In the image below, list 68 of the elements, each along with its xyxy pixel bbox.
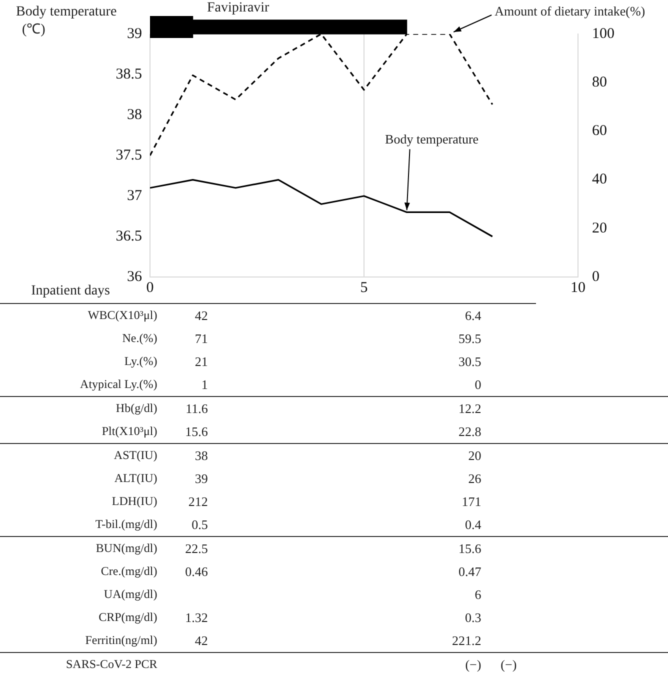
y2-tick-label: 20 (592, 220, 607, 236)
text: (−) (500, 656, 517, 672)
category-label: SARS-CoV-2 PCR (66, 657, 158, 671)
x-tick-label: 10 (570, 280, 586, 296)
y-tick-label: 38 (127, 106, 142, 123)
text: 12.2 (458, 400, 482, 416)
text: 0.3 (464, 610, 482, 624)
text: 22.8 (458, 424, 482, 438)
text: 42 (194, 632, 208, 648)
category-label: Ferritin(ng/ml) (85, 633, 158, 647)
text: 11.6 (186, 400, 208, 416)
y2-tick-label: 100 (592, 26, 614, 42)
text: 6 (474, 586, 482, 602)
category-label: Ne.(%) (122, 331, 158, 345)
x-axis-title: Inpatient days (31, 284, 110, 299)
text: 221.2 (452, 632, 482, 648)
text: 30.5 (458, 354, 482, 368)
y-tick-label: 36 (127, 268, 142, 285)
y2-tick-label: 0 (592, 268, 600, 285)
annotation: Favipiravir (207, 0, 270, 16)
text: 26 (468, 470, 482, 486)
text: 39 (194, 470, 208, 486)
x-tick-label: 5 (360, 280, 368, 296)
category-label: Ly.(%) (124, 354, 158, 368)
y2-tick-label: 40 (592, 172, 607, 188)
y2-tick-label: 60 (592, 123, 607, 140)
text: 22.5 (185, 540, 208, 556)
text: 171 (462, 494, 482, 508)
text: Amount of dietary intake(%) (494, 3, 646, 18)
category-label: AST(IU) (114, 448, 158, 462)
category-label: UA(mg/dl) (104, 587, 158, 601)
category-label: LDH(IU) (112, 494, 158, 508)
category-label: CRP(mg/dl) (98, 610, 158, 624)
category-label: Cre.(mg/dl) (100, 564, 158, 578)
text: 59.5 (458, 330, 482, 346)
text: 20 (468, 448, 482, 462)
text: 0 (474, 376, 482, 392)
text: 1 (201, 376, 208, 392)
category-label: Hb(g/dl) (116, 401, 158, 415)
y-tick-label: 39 (127, 26, 142, 42)
x-tick-label: 0 (146, 280, 154, 296)
y-tick-label: 37.5 (116, 147, 142, 164)
category-label: WBC(X10³μl) (88, 308, 158, 322)
text: 15.6 (458, 540, 482, 556)
text: Body temperature (385, 132, 479, 147)
y-tick-label: 37 (127, 188, 142, 204)
text: 21 (194, 354, 208, 368)
text: 71 (194, 330, 208, 346)
text: (−) (465, 656, 482, 672)
text: 15.6 (185, 424, 208, 438)
category-label: T-bil.(mg/dl) (95, 517, 158, 531)
text: 6.4 (464, 308, 482, 322)
y-tick-label: 36.5 (116, 228, 142, 244)
text: 1.32 (185, 610, 208, 624)
y-tick-label: 38.5 (116, 66, 142, 82)
category-label: Atypical Ly.(%) (80, 377, 158, 391)
category-label: ALT(IU) (114, 471, 158, 485)
text: 42 (194, 308, 208, 322)
y2-tick-label: 80 (592, 74, 607, 91)
text: 0.46 (185, 564, 208, 578)
text: 212 (188, 494, 208, 508)
text: 0.5 (192, 516, 208, 532)
category-label: Plt(X10³μl) (102, 424, 158, 438)
text: 0.4 (464, 516, 482, 532)
category-label: BUN(mg/dl) (96, 541, 158, 555)
y-axis-title: Body temperature (℃) (16, 4, 117, 38)
text: 0.47 (458, 564, 482, 578)
text: 38 (194, 448, 208, 462)
